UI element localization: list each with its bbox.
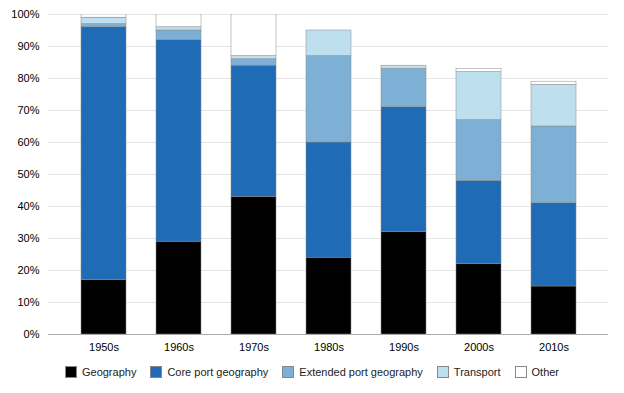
html-text:Extended port geography: Extended port geography	[299, 366, 423, 378]
svg-text:1960s: 1960s	[164, 341, 194, 353]
svg-text:60%: 60%	[17, 136, 39, 148]
svg-text:1970s: 1970s	[239, 341, 269, 353]
html-text:Core port geography: Core port geography	[167, 366, 269, 378]
svg-text:1980s: 1980s	[314, 341, 344, 353]
svg-text:90%: 90%	[17, 40, 39, 52]
svg-text:30%: 30%	[17, 232, 39, 244]
svg-text:1990s: 1990s	[389, 341, 419, 353]
html-text:Other: Other	[531, 366, 559, 378]
html-text:Geography: Geography	[82, 366, 137, 378]
svg-text:40%: 40%	[17, 200, 39, 212]
svg-text:100%: 100%	[11, 8, 39, 20]
svg-text:2000s: 2000s	[464, 341, 494, 353]
svg-text:80%: 80%	[17, 72, 39, 84]
svg-text:50%: 50%	[17, 168, 39, 180]
html-text:Transport: Transport	[453, 366, 501, 378]
svg-text:70%: 70%	[17, 104, 39, 116]
svg-text:20%: 20%	[17, 264, 39, 276]
svg-text:10%: 10%	[17, 296, 39, 308]
svg-text:0%: 0%	[24, 328, 40, 340]
svg-text:2010s: 2010s	[539, 341, 569, 353]
svg-text:1950s: 1950s	[89, 341, 119, 353]
